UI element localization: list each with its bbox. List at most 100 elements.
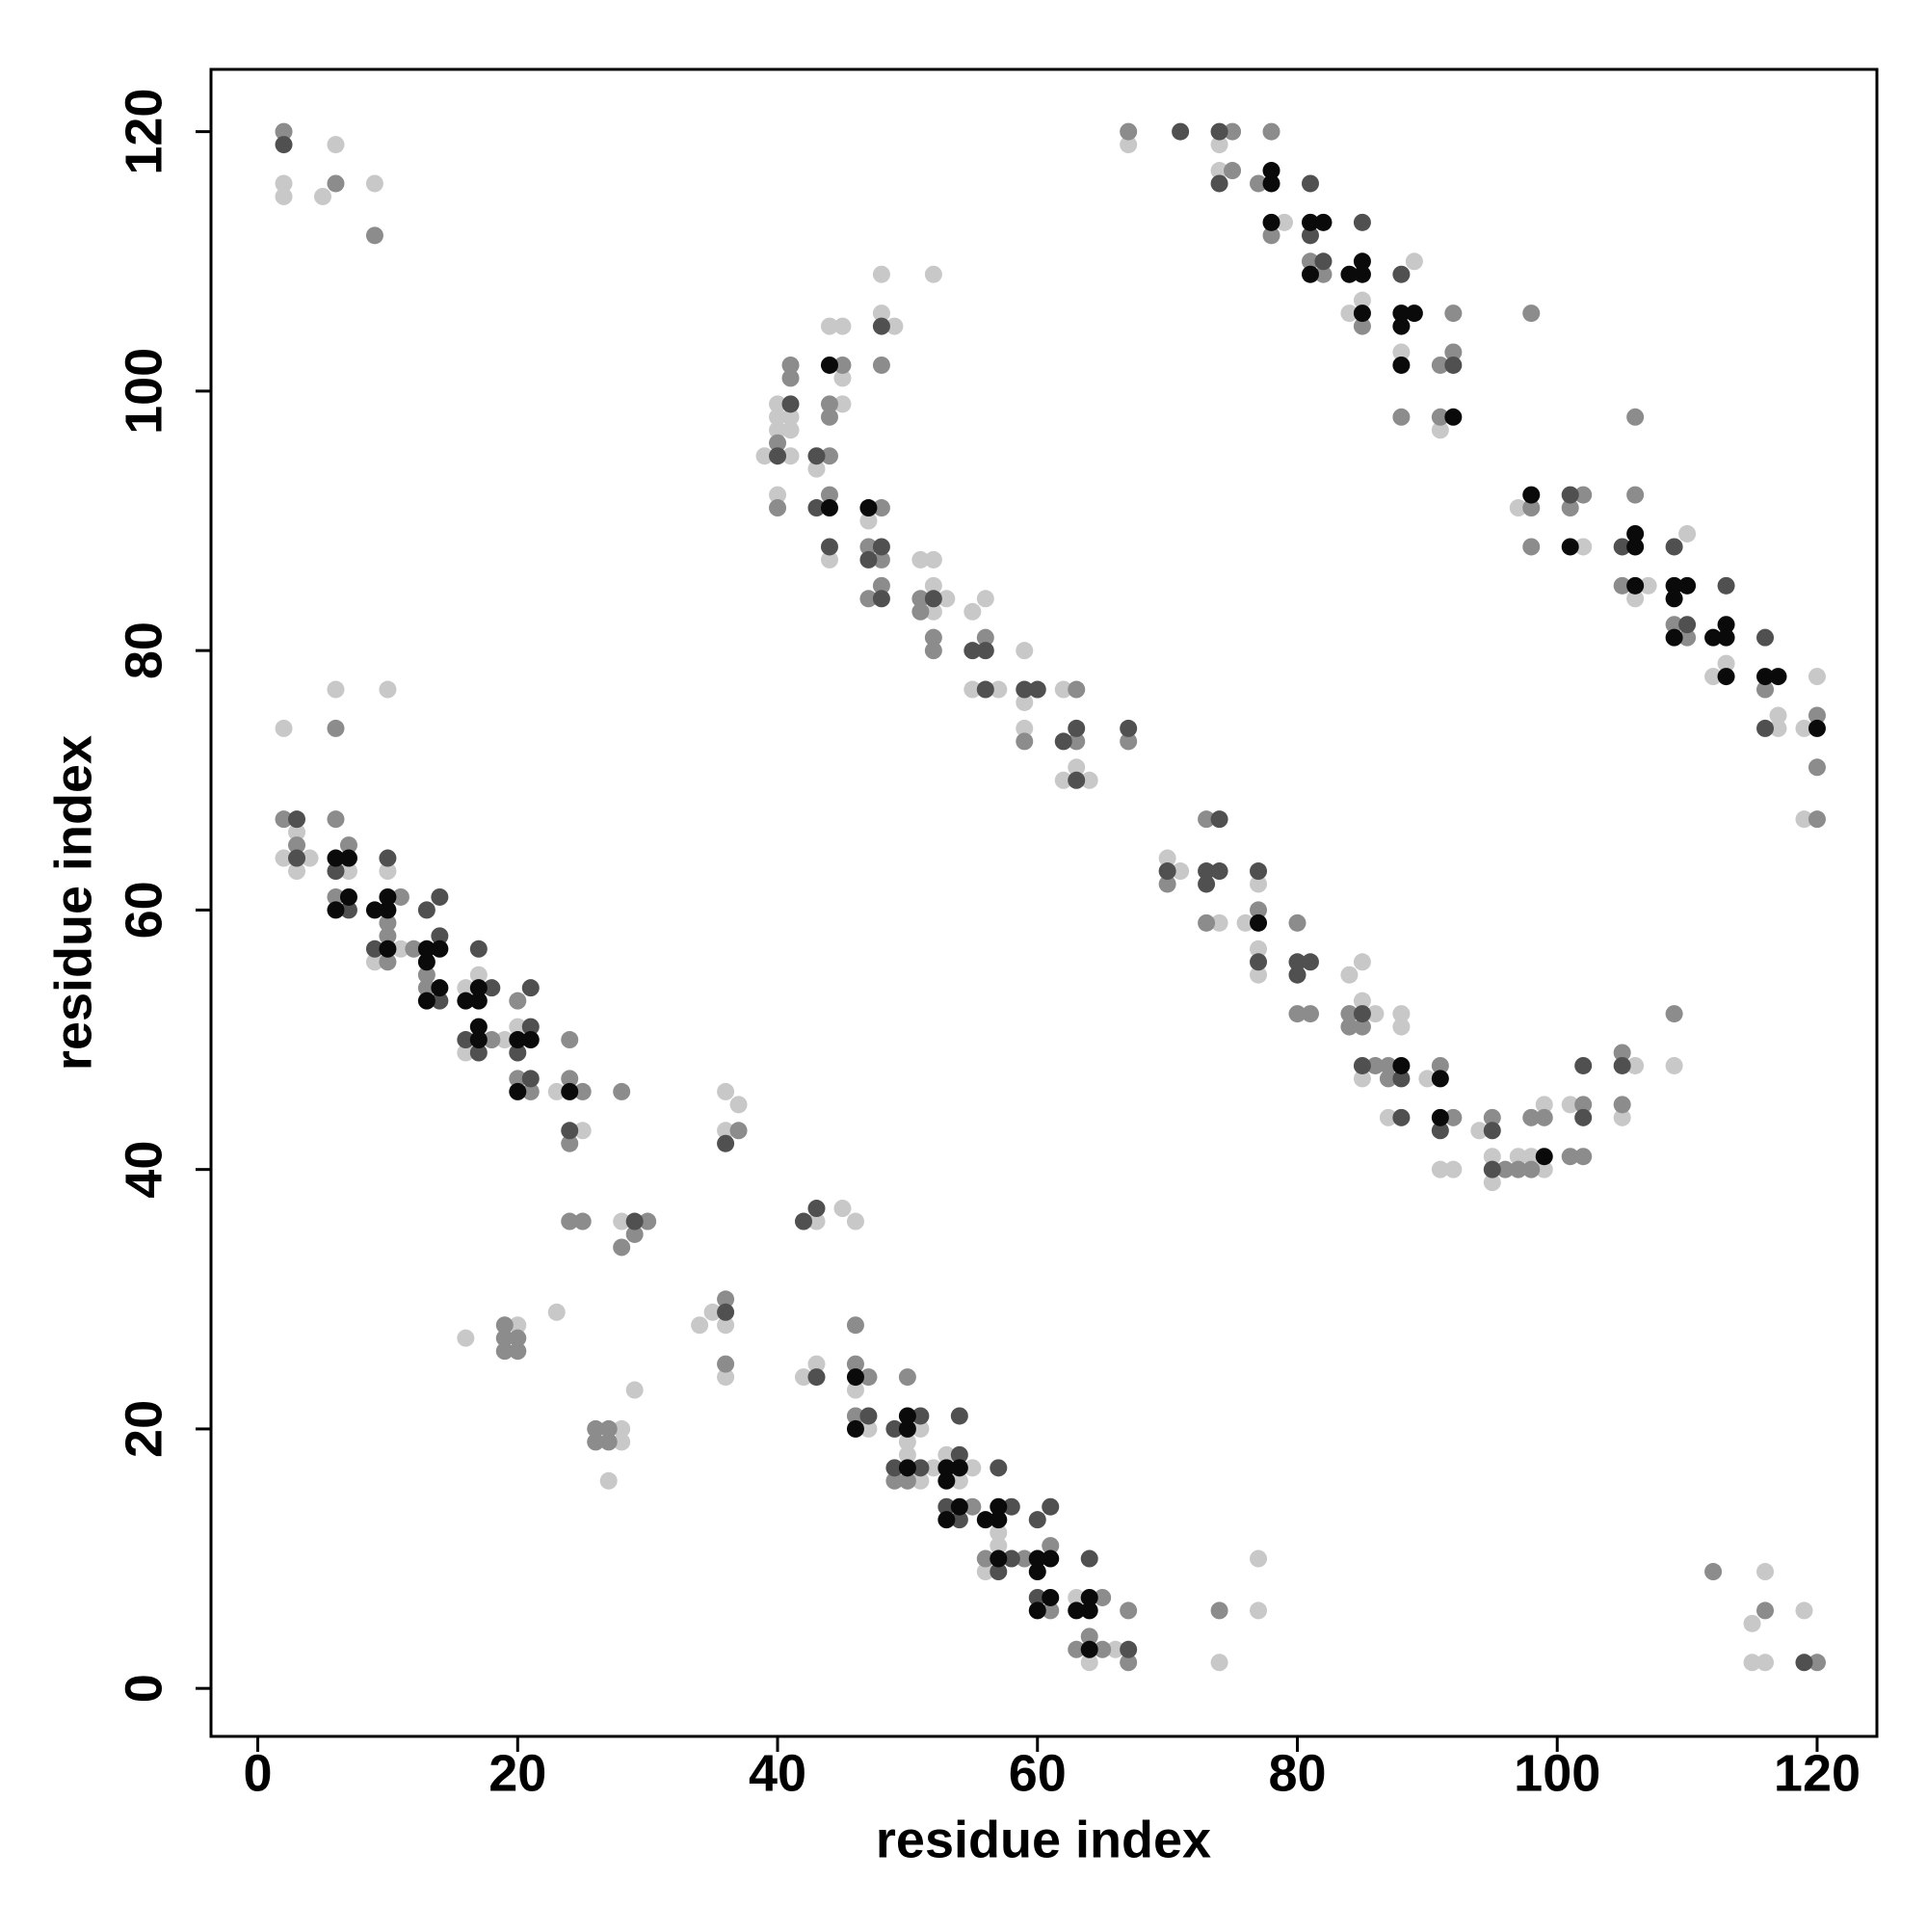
point	[1535, 1160, 1553, 1178]
point	[1042, 1549, 1060, 1568]
point	[639, 1212, 657, 1231]
point	[1068, 719, 1086, 737]
point	[379, 849, 397, 867]
point	[457, 1031, 475, 1049]
point	[1431, 1108, 1449, 1126]
point	[976, 590, 994, 608]
point	[1353, 213, 1371, 231]
point	[1431, 1160, 1449, 1178]
point	[495, 1316, 514, 1335]
point	[950, 1511, 968, 1529]
point	[327, 810, 345, 829]
point	[327, 887, 345, 906]
point	[1392, 408, 1411, 426]
point	[872, 590, 890, 608]
point	[898, 1433, 916, 1451]
point	[1561, 538, 1579, 556]
point	[794, 1212, 812, 1231]
point	[1444, 408, 1463, 426]
point	[1210, 913, 1228, 932]
point	[1431, 1122, 1449, 1140]
point	[1301, 265, 1319, 283]
point	[457, 992, 475, 1010]
point	[691, 1316, 709, 1335]
point	[1250, 913, 1268, 932]
point	[911, 1407, 930, 1425]
point	[976, 628, 994, 647]
point	[1743, 1614, 1761, 1632]
point	[379, 913, 397, 932]
point	[509, 1031, 527, 1049]
point	[379, 680, 397, 699]
point	[1379, 1056, 1397, 1074]
point	[405, 940, 423, 958]
point	[1042, 1601, 1060, 1620]
point	[859, 550, 878, 569]
point	[1808, 1654, 1826, 1672]
point	[457, 1329, 475, 1347]
point	[950, 1497, 968, 1516]
point	[924, 576, 942, 595]
point	[613, 1433, 631, 1451]
point	[521, 1070, 540, 1088]
point	[964, 1497, 982, 1516]
point	[1250, 174, 1268, 193]
point	[859, 1368, 878, 1387]
y-axis-title: residue index	[44, 735, 102, 1071]
x-tick-label: 0	[244, 1744, 273, 1802]
x-axis-title: residue index	[876, 1811, 1211, 1868]
point	[872, 576, 890, 595]
point	[1353, 1056, 1371, 1074]
point	[937, 1497, 956, 1516]
point	[885, 1459, 904, 1477]
point	[1808, 668, 1826, 686]
point	[1353, 1018, 1371, 1036]
point	[1522, 1148, 1541, 1166]
point	[1288, 953, 1307, 971]
point	[1068, 758, 1086, 777]
point	[339, 836, 357, 855]
point	[911, 1471, 930, 1490]
point	[275, 849, 293, 867]
point	[833, 356, 852, 374]
point	[391, 887, 409, 906]
point	[1120, 732, 1138, 751]
point	[509, 992, 527, 1010]
point	[573, 1082, 592, 1100]
point	[1353, 265, 1371, 283]
point	[769, 421, 787, 439]
point	[327, 862, 345, 881]
point	[1198, 810, 1216, 829]
point	[846, 1316, 864, 1335]
point	[547, 1082, 566, 1100]
point	[1704, 628, 1723, 647]
point	[820, 499, 838, 517]
point	[1704, 668, 1723, 686]
point	[1016, 642, 1034, 660]
point	[561, 1122, 579, 1140]
point	[599, 1419, 618, 1438]
point	[1743, 1654, 1761, 1672]
point	[846, 1419, 864, 1438]
point	[1756, 1654, 1775, 1672]
point	[781, 395, 800, 413]
point	[807, 1200, 826, 1218]
point	[1262, 122, 1280, 141]
point	[1379, 1108, 1397, 1126]
point	[859, 1407, 878, 1425]
point	[1042, 1537, 1060, 1555]
point	[911, 550, 930, 569]
x-tick-label: 100	[1514, 1744, 1600, 1802]
point	[1522, 499, 1541, 517]
point	[313, 187, 331, 205]
point	[1717, 616, 1735, 634]
point	[1028, 1588, 1046, 1606]
point	[1288, 1005, 1307, 1023]
point	[1314, 252, 1333, 271]
point	[1068, 771, 1086, 789]
point	[625, 1381, 644, 1399]
point	[717, 1355, 735, 1373]
point	[898, 1419, 916, 1438]
point	[781, 421, 800, 439]
point	[859, 538, 878, 556]
